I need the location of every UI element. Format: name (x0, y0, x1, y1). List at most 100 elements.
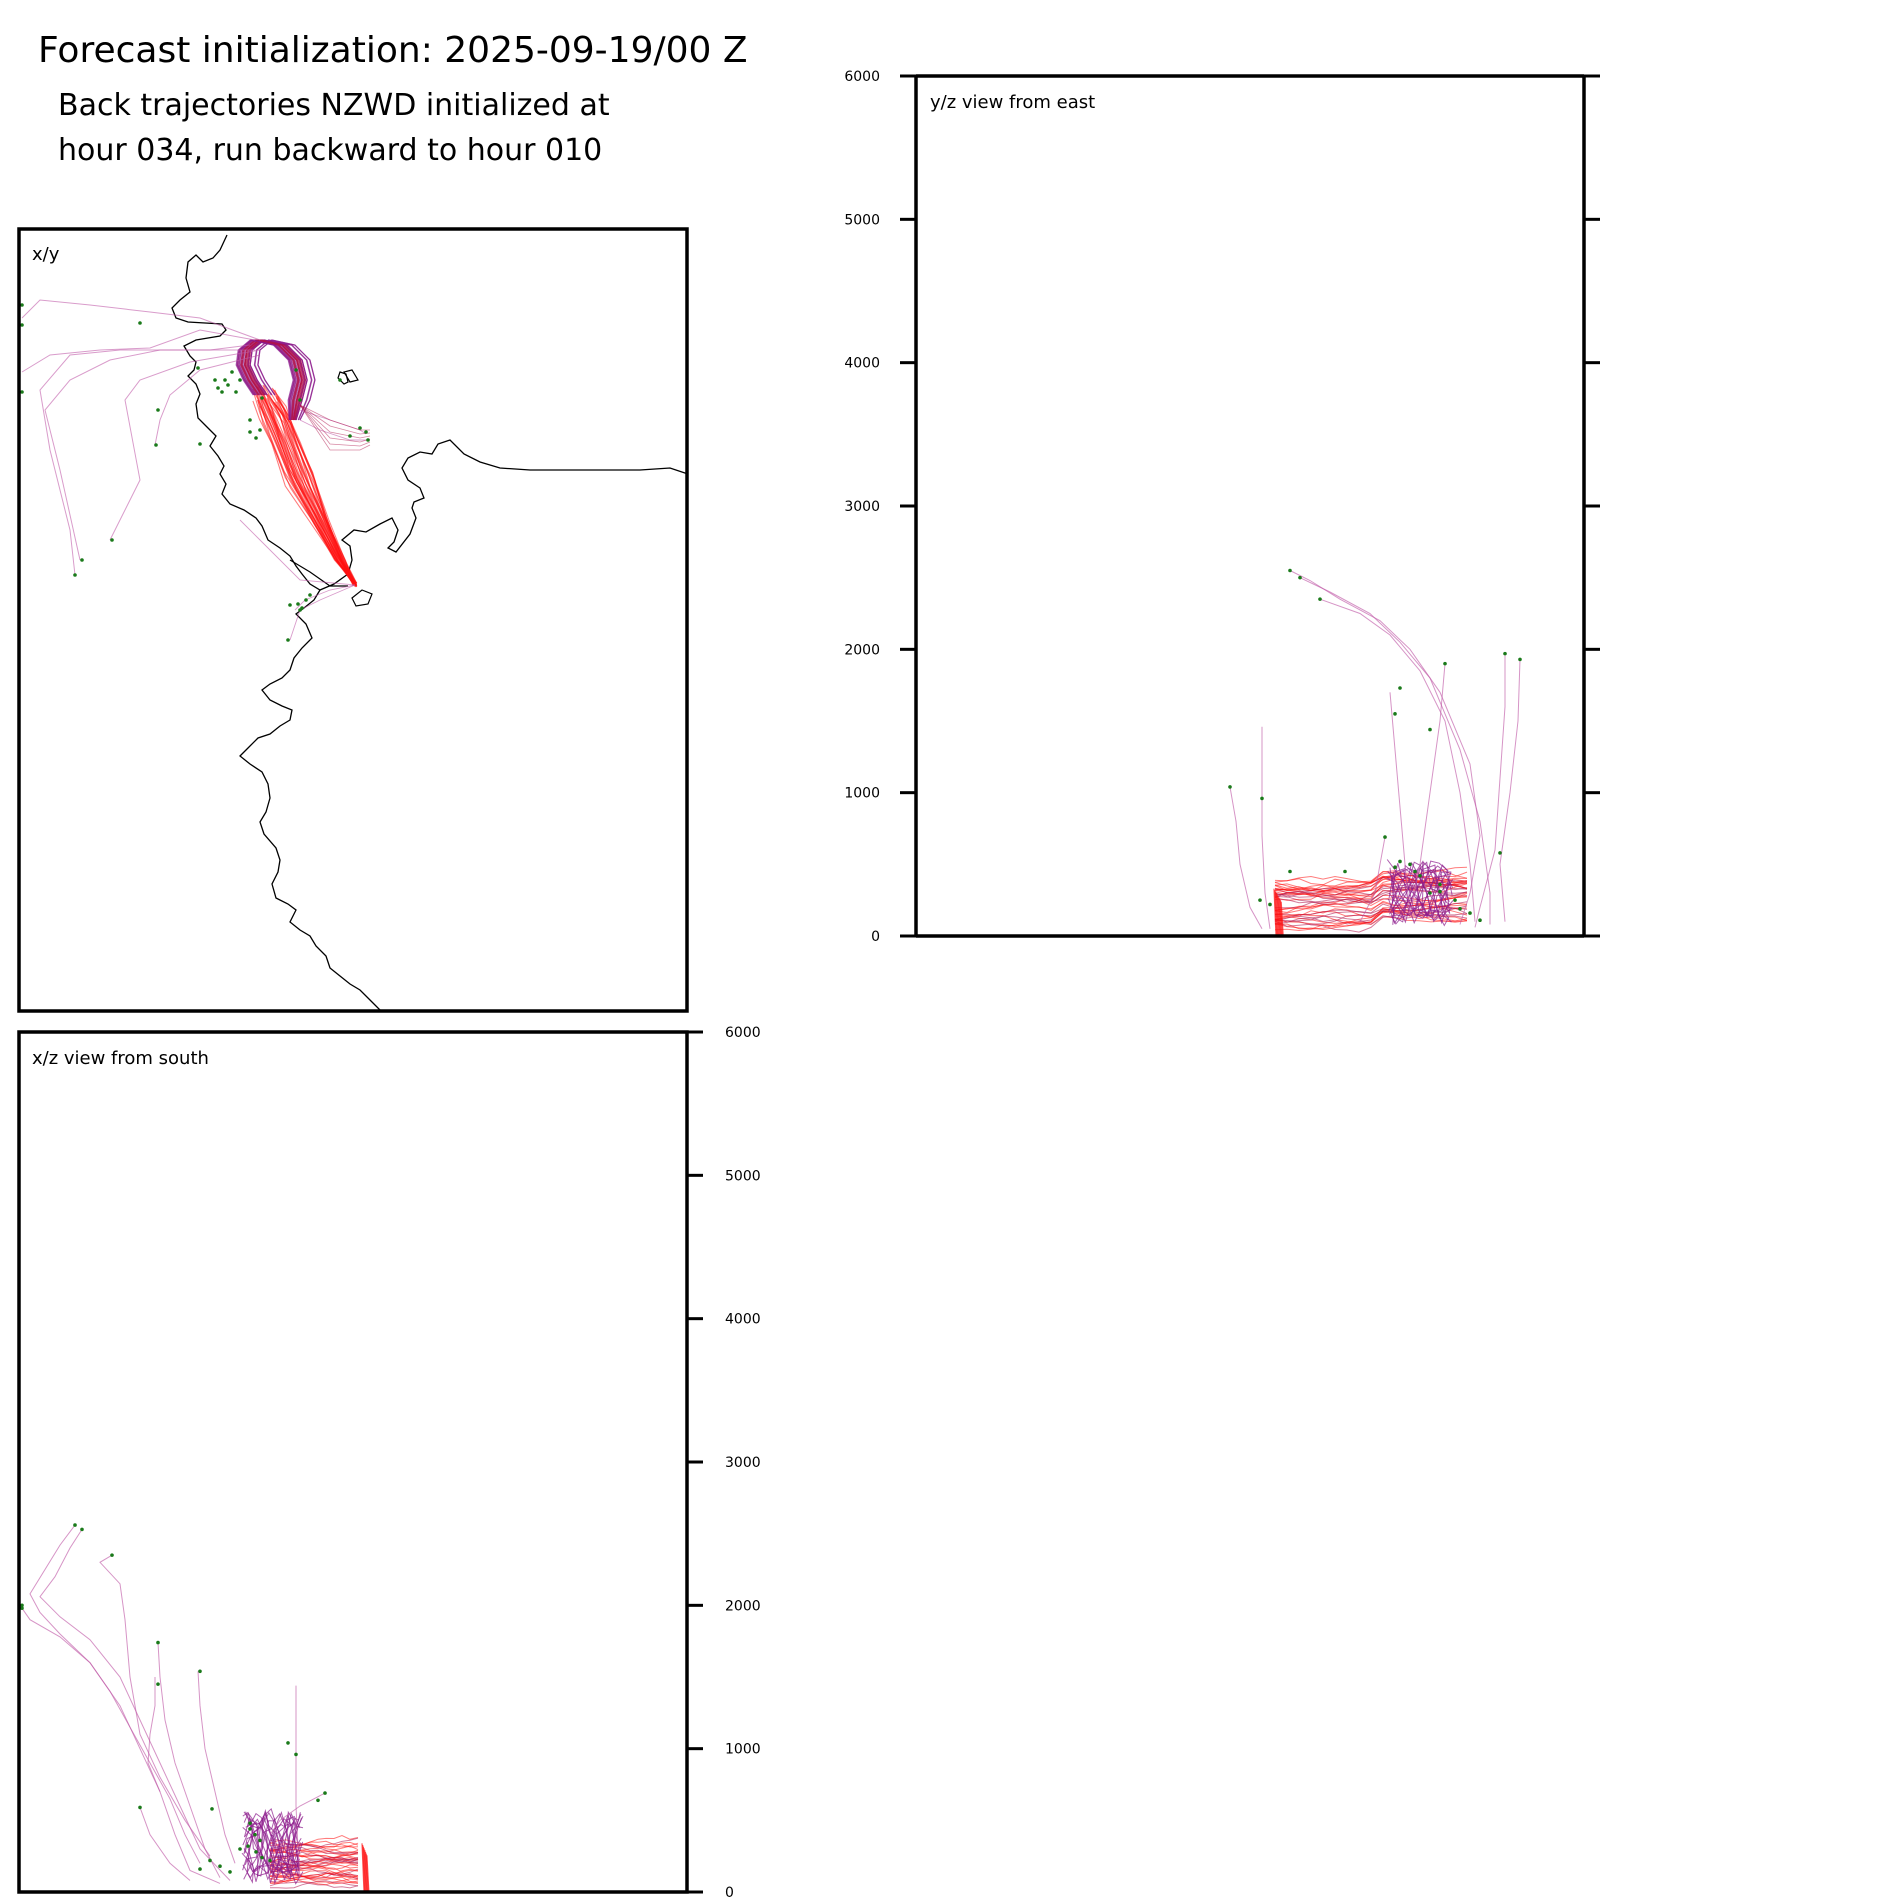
trajectory-endpoint (228, 1870, 232, 1874)
trajectory-endpoint (1268, 902, 1272, 907)
y-tick-label: 1000 (725, 1742, 761, 1758)
trajectory-sloped (99, 1554, 211, 1857)
xz-panel: 0 1000 2000 3000 4000 5000 6000 x/z view from … (17, 1025, 761, 1900)
trajectory-endpoint (110, 1553, 114, 1557)
trajectory-endpoint (216, 386, 220, 390)
trajectory-red (269, 1881, 359, 1889)
trajectory-long (39, 349, 255, 576)
trajectory-endpoint (138, 321, 142, 325)
trajectory-red (269, 1872, 359, 1883)
trajectory-endpoint (20, 1606, 24, 1610)
y-tick-label: 5000 (725, 1168, 761, 1184)
trajectory-endpoint (73, 1523, 77, 1527)
trajectory-endpoint (1383, 835, 1387, 839)
trajectory-red-wall (1276, 894, 1280, 936)
trajectory-red (261, 397, 357, 585)
trajectory-endpoint (316, 1798, 320, 1803)
trajectory-endpoint (300, 606, 304, 610)
y-tick-label: 4000 (844, 356, 880, 372)
yz-panel: 0 1000 2000 3000 4000 5000 6000 y/z view from … (844, 69, 1600, 945)
trajectory-endpoint (294, 368, 298, 372)
coastline (171, 234, 687, 591)
xy-trajectories (20, 299, 371, 642)
trajectory-endpoint (246, 1844, 250, 1848)
trajectory-endpoint (196, 366, 200, 370)
trajectory-endpoint (1343, 869, 1347, 874)
trajectory-endpoint (254, 1850, 258, 1854)
trajectory-tall (1229, 786, 1263, 930)
trajectory-endpoint (80, 558, 84, 562)
trajectory-red (252, 400, 358, 587)
trajectory-endpoint (1398, 686, 1402, 690)
trajectory-red-wall (1279, 900, 1283, 936)
trajectory-endpoint (218, 1864, 222, 1868)
trajectory-red (1274, 908, 1468, 930)
trajectory-red-wall (1273, 888, 1277, 936)
trajectory-endpoint (366, 438, 370, 442)
trajectory-endpoint (20, 1603, 24, 1608)
trajectory-endpoint (348, 434, 352, 438)
trajectory-red (269, 1839, 359, 1848)
trajectory-east (299, 404, 371, 439)
trajectory-red (1274, 910, 1468, 927)
trajectory-sloped (147, 1677, 161, 1792)
trajectory-red-wall (362, 1844, 366, 1892)
trajectory-endpoint (1288, 869, 1292, 874)
trajectory-sloped (139, 1807, 191, 1881)
trajectory-endpoint (288, 603, 292, 607)
xy-panel: x/y (17, 227, 689, 1013)
trajectory-red-wall (366, 1855, 370, 1892)
trajectory-endpoint (154, 443, 158, 447)
trajectory-red (1274, 885, 1468, 904)
trajectory-east (299, 404, 371, 435)
trajectory-endpoint (138, 1805, 142, 1810)
trajectory-red (1274, 866, 1468, 884)
trajectory-tall (1499, 659, 1521, 922)
trajectory-purple (1390, 860, 1453, 917)
trajectory-endpoint (156, 1682, 160, 1686)
trajectory-endpoint (296, 602, 300, 606)
trajectory-red (269, 1851, 359, 1860)
trajectory-endpoint (1258, 898, 1262, 902)
trajectory-loop (240, 339, 300, 421)
xy-frame (17, 227, 689, 1013)
y-tick-label: 3000 (725, 1455, 761, 1471)
y-tick-label: 2000 (844, 642, 880, 658)
trajectory-red (1274, 878, 1468, 898)
trajectory-red-wall (1275, 892, 1279, 936)
trajectory-purple (245, 1810, 304, 1881)
trajectory-endpoint (248, 1827, 252, 1831)
trajectory-endpoint (226, 383, 230, 387)
trajectory-red (269, 1840, 359, 1851)
trajectory-red (269, 1857, 359, 1869)
xy-panel-label: x/y (32, 244, 60, 265)
trajectory-short (289, 584, 356, 641)
trajectory-long (109, 349, 261, 541)
trajectory-endpoint (248, 430, 252, 434)
trajectory-endpoint (1418, 874, 1422, 878)
figure-subtitle-line2: hour 034, run backward to hour 010 (58, 133, 603, 168)
trajectory-endpoint (238, 1847, 242, 1851)
trajectory-loop (254, 339, 313, 421)
trajectory-short (294, 584, 356, 611)
trajectory-short (239, 519, 356, 586)
yz-y-axis: 0 1000 2000 3000 4000 5000 6000 (844, 69, 1600, 945)
trajectory-red-wall (364, 1850, 368, 1892)
trajectory-east (299, 404, 371, 443)
trajectory-endpoint (208, 1858, 212, 1863)
trajectory-endpoint (156, 1640, 160, 1645)
trajectory-endpoint (238, 378, 242, 382)
trajectory-purple (246, 1811, 301, 1877)
trajectory-east (299, 404, 370, 431)
trajectory-endpoint (1503, 651, 1507, 656)
trajectory-purple (243, 1812, 300, 1873)
trajectory-endpoint (258, 428, 262, 432)
trajectory-short (299, 419, 368, 441)
trajectory-endpoint (248, 1821, 252, 1825)
trajectory-purple (1387, 871, 1450, 917)
trajectory-endpoint (1398, 859, 1402, 864)
trajectory-endpoint (1518, 657, 1522, 662)
trajectory-endpoint (80, 1527, 84, 1532)
trajectory-red-wall (1279, 898, 1283, 936)
trajectory-red (259, 396, 354, 586)
